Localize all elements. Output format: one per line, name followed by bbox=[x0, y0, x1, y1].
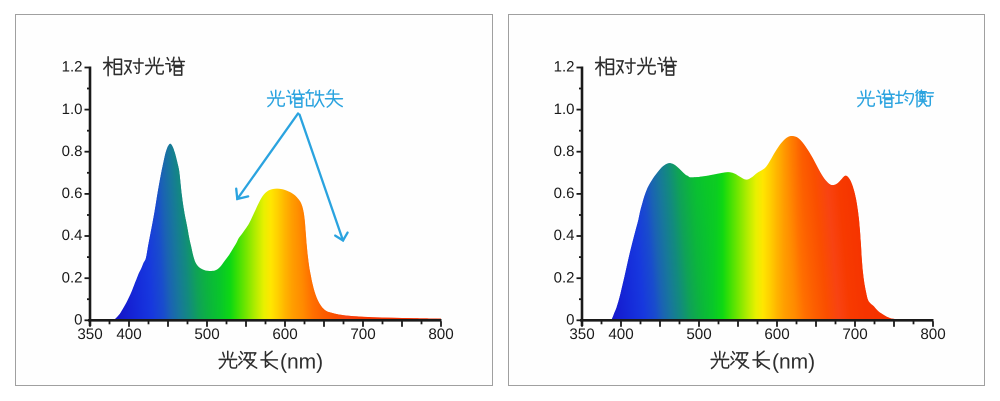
svg-text:350: 350 bbox=[569, 326, 594, 343]
svg-text:0.2: 0.2 bbox=[554, 269, 575, 286]
svg-text:1.0: 1.0 bbox=[62, 101, 83, 118]
svg-text:0.4: 0.4 bbox=[62, 227, 83, 244]
svg-text:600: 600 bbox=[764, 326, 789, 343]
svg-text:800: 800 bbox=[428, 326, 453, 343]
svg-text:1.0: 1.0 bbox=[554, 101, 575, 118]
svg-text:700: 700 bbox=[842, 326, 867, 343]
svg-text:0: 0 bbox=[566, 312, 574, 329]
svg-text:(nm): (nm) bbox=[280, 351, 323, 374]
svg-text:500: 500 bbox=[194, 326, 219, 343]
svg-text:600: 600 bbox=[272, 326, 297, 343]
svg-text:400: 400 bbox=[608, 326, 633, 343]
svg-text:350: 350 bbox=[77, 326, 102, 343]
svg-text:0.4: 0.4 bbox=[554, 227, 575, 244]
svg-text:1.2: 1.2 bbox=[62, 59, 83, 76]
svg-text:0.6: 0.6 bbox=[62, 185, 83, 202]
svg-text:0.6: 0.6 bbox=[554, 185, 575, 202]
svg-text:(nm): (nm) bbox=[772, 351, 815, 374]
svg-text:0.8: 0.8 bbox=[554, 143, 575, 160]
svg-text:400: 400 bbox=[116, 326, 141, 343]
svg-text:800: 800 bbox=[920, 326, 945, 343]
svg-text:0: 0 bbox=[74, 312, 82, 329]
svg-text:1.2: 1.2 bbox=[554, 59, 575, 76]
svg-text:0.2: 0.2 bbox=[62, 269, 83, 286]
svg-text:0.8: 0.8 bbox=[62, 143, 83, 160]
svg-text:500: 500 bbox=[686, 326, 711, 343]
svg-text:700: 700 bbox=[350, 326, 375, 343]
